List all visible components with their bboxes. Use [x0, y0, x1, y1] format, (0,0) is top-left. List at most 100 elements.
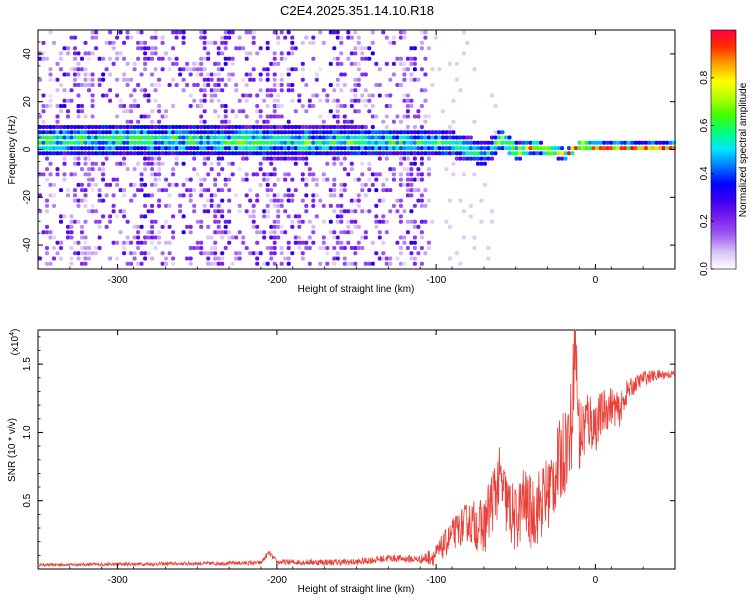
heat-cell: [419, 46, 424, 51]
heat-cell: [307, 167, 312, 172]
heat-cell: [73, 130, 77, 135]
heat-cell: [202, 56, 207, 61]
heat-cell: [174, 146, 179, 151]
heat-cell: [209, 203, 214, 208]
heat-cell: [384, 114, 389, 119]
heat-cell: [213, 177, 218, 182]
heat-cell: [363, 230, 368, 235]
heat-cell: [66, 188, 70, 193]
heat-cell: [300, 130, 305, 135]
heat-cell: [451, 140, 456, 145]
heat-cell: [528, 140, 533, 145]
heat-cell: [342, 119, 347, 124]
heat-cell: [430, 219, 435, 224]
heat-cell: [94, 135, 99, 140]
heat-cell: [160, 140, 165, 145]
heat-cell: [41, 130, 46, 135]
heat-cell: [94, 246, 99, 250]
heat-cell: [199, 224, 204, 229]
heat-cell: [276, 140, 281, 145]
heat-cell: [104, 40, 109, 45]
heat-cell: [279, 56, 284, 61]
heat-cell: [241, 177, 246, 182]
heat-cell: [178, 135, 183, 140]
heat-cell: [48, 77, 53, 82]
heat-cell: [199, 177, 204, 182]
heat-cell: [384, 256, 389, 261]
heat-cell: [122, 156, 127, 161]
heat-cell: [73, 67, 77, 72]
heat-cell: [423, 56, 428, 61]
heat-cell: [209, 151, 214, 156]
heat-cell: [150, 35, 155, 40]
heat-cell: [416, 135, 421, 140]
heat-cell: [213, 209, 218, 214]
heat-cell: [360, 125, 365, 129]
heat-cell: [122, 209, 127, 214]
heat-cell: [136, 140, 141, 145]
heat-cell: [48, 151, 53, 156]
heat-cell: [468, 151, 473, 156]
heat-cell: [160, 125, 165, 129]
heat-cell: [419, 203, 424, 208]
heat-cell: [83, 51, 88, 56]
heat-cell: [384, 146, 389, 151]
heat-cell: [125, 167, 130, 172]
heat-cell: [556, 146, 561, 151]
heat-cell: [328, 83, 333, 87]
heat-cell: [290, 46, 295, 51]
heat-cell: [321, 140, 326, 145]
heat-cell: [160, 151, 165, 156]
heat-cell: [328, 146, 333, 151]
heat-cell: [328, 188, 333, 193]
heat-cell: [609, 140, 614, 145]
heat-cell: [234, 114, 239, 119]
heat-cell: [525, 151, 529, 156]
heat-cell: [346, 125, 351, 129]
heat-cell: [356, 198, 361, 203]
heat-cell: [73, 72, 77, 77]
heat-cell: [339, 125, 344, 129]
heat-cell: [45, 135, 49, 140]
heat-cell: [255, 230, 260, 235]
heat-cell: [486, 151, 491, 156]
heat-cell: [342, 104, 347, 108]
heat-cell: [405, 193, 410, 198]
heat-cell: [279, 83, 284, 87]
heat-cell: [405, 230, 410, 235]
heat-cell: [332, 56, 337, 61]
heat-cell: [279, 251, 284, 256]
heat-cell: [356, 146, 361, 151]
heat-cell: [402, 35, 407, 40]
heat-cell: [157, 177, 162, 182]
heat-cell: [461, 135, 466, 140]
heat-cell: [353, 93, 358, 98]
heat-cell: [146, 130, 151, 135]
heat-cell: [381, 130, 386, 135]
heat-cell: [665, 140, 670, 145]
heat-cell: [325, 140, 330, 145]
heat-cell: [409, 61, 414, 66]
heat-cell: [479, 198, 484, 203]
heat-cell: [258, 151, 263, 156]
heat-cell: [335, 203, 340, 208]
heat-cell: [202, 209, 207, 214]
heat-cell: [206, 261, 211, 266]
heat-cell: [349, 230, 354, 235]
heat-cell: [108, 182, 113, 187]
heat-cell: [244, 72, 249, 77]
heat-cell: [518, 146, 522, 151]
heat-cell: [433, 151, 438, 156]
heat-cell: [514, 146, 519, 151]
heat-cell: [76, 156, 81, 161]
heat-cell: [297, 214, 302, 219]
heat-cell: [251, 125, 256, 129]
heat-cell: [83, 67, 88, 72]
heat-cell: [97, 246, 102, 250]
heat-cell: [206, 146, 211, 151]
heat-cell: [52, 135, 56, 140]
heat-cell: [314, 93, 319, 98]
heat-cell: [188, 198, 193, 203]
heat-cell: [199, 130, 204, 135]
heat-cell: [374, 135, 379, 140]
